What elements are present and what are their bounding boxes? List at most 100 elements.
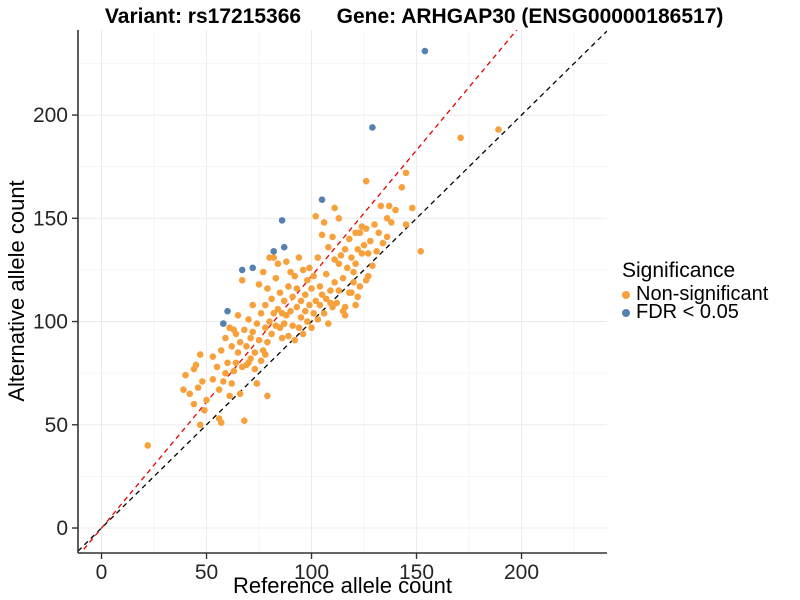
- fdr-point: [280, 243, 288, 251]
- non-significant-point: [192, 361, 200, 369]
- non-significant-point: [392, 206, 399, 214]
- non-significant-point: [266, 318, 273, 325]
- non-significant-point: [402, 221, 410, 228]
- non-significant-point: [270, 309, 278, 317]
- gene-title: Gene: ARHGAP30 (ENSG00000186517): [336, 5, 724, 28]
- non-significant-point: [217, 419, 225, 427]
- fdr-point: [220, 320, 227, 327]
- non-significant-point: [251, 349, 259, 356]
- non-significant-point: [201, 407, 208, 414]
- non-significant-point: [329, 303, 336, 311]
- non-significant-point: [383, 233, 391, 241]
- non-significant-point: [180, 386, 187, 393]
- non-significant-point: [295, 254, 303, 261]
- non-significant-point: [259, 268, 267, 276]
- non-significant-point: [327, 287, 334, 294]
- non-significant-point: [295, 324, 303, 332]
- y-tick-label: 0: [56, 517, 68, 540]
- non-significant-point: [182, 371, 189, 379]
- non-significant-point: [373, 248, 380, 255]
- legend-item-label: FDR < 0.05: [636, 301, 739, 323]
- non-significant-point: [264, 338, 271, 346]
- non-significant-point: [333, 299, 341, 307]
- non-significant-point: [308, 324, 315, 332]
- non-significant-point: [318, 231, 326, 239]
- non-significant-point: [352, 301, 359, 309]
- y-axis-title: Alternative allele count: [4, 180, 29, 402]
- non-significant-point: [190, 400, 198, 408]
- non-significant-point: [289, 322, 296, 329]
- non-significant-point: [339, 274, 347, 282]
- non-significant-point: [320, 309, 328, 317]
- legend: Significance Non-significant FDR < 0.05: [622, 259, 769, 323]
- non-significant-point: [255, 281, 263, 288]
- non-significant-point: [335, 215, 343, 222]
- non-significant-point: [312, 297, 320, 305]
- non-significant-point: [217, 347, 225, 354]
- non-significant-point: [409, 204, 416, 212]
- non-significant-point: [304, 276, 311, 284]
- non-significant-point: [341, 245, 349, 253]
- non-significant-point: [253, 380, 261, 387]
- non-significant-point: [310, 309, 317, 317]
- non-significant-point: [297, 297, 305, 305]
- non-significant-point: [249, 301, 257, 309]
- x-tick-label: 150: [399, 561, 434, 584]
- non-significant-point: [285, 283, 292, 290]
- non-significant-point: [247, 334, 254, 342]
- non-significant-point: [283, 258, 290, 265]
- non-significant-point: [209, 353, 217, 360]
- non-significant-point: [289, 293, 296, 301]
- non-significant-point: [331, 204, 338, 212]
- non-significant-point: [331, 256, 338, 263]
- non-significant-point: [320, 219, 328, 226]
- non-significant-point: [209, 376, 217, 383]
- non-significant-point: [356, 229, 364, 237]
- non-significant-point: [337, 252, 345, 259]
- non-significant-point: [268, 330, 275, 338]
- fit-dashed-line: [79, 30, 518, 553]
- non-significant-point: [243, 343, 250, 350]
- non-significant-point: [364, 272, 372, 280]
- non-significant-point: [343, 264, 351, 272]
- non-significant-point: [304, 318, 311, 325]
- non-significant-point: [268, 295, 275, 303]
- non-significant-point: [306, 264, 313, 272]
- non-significant-point: [245, 316, 252, 323]
- fdr-point: [270, 248, 278, 255]
- non-significant-point: [224, 359, 231, 367]
- fdr-point: [238, 266, 246, 274]
- y-tick-label: 150: [33, 207, 68, 230]
- non-significant-point: [385, 202, 393, 210]
- non-significant-point: [234, 312, 242, 319]
- non-significant-point: [274, 305, 282, 313]
- non-significant-point: [280, 297, 288, 305]
- non-significant-point: [226, 392, 233, 400]
- non-significant-point: [495, 126, 502, 133]
- non-significant-point: [350, 268, 357, 276]
- fdr-dot-icon: [622, 308, 630, 317]
- non-significant-point: [341, 312, 349, 319]
- non-significant-point: [301, 291, 309, 299]
- non-significant-point: [222, 369, 229, 377]
- non-significant-point: [276, 324, 284, 332]
- non-significant-point: [297, 314, 305, 321]
- non-significant-point: [329, 233, 336, 241]
- non-significant-point: [360, 241, 368, 249]
- fdr-point: [249, 264, 257, 272]
- non-significant-point: [238, 276, 246, 284]
- non-significant-point: [257, 309, 265, 317]
- non-significant-point: [194, 384, 202, 391]
- non-significant-point: [196, 421, 204, 429]
- non-significant-point: [144, 442, 152, 449]
- non-significant-point: [318, 291, 326, 299]
- non-significant-point: [299, 330, 307, 338]
- non-significant-point: [213, 363, 221, 371]
- non-significant-point: [253, 320, 261, 327]
- non-significant-point: [301, 307, 309, 315]
- non-significant-point: [371, 221, 378, 228]
- legend-item-label: Non-significant: [636, 283, 769, 305]
- legend-title: Significance: [622, 259, 736, 282]
- non-significant-point: [287, 307, 294, 315]
- non-significant-point: [402, 169, 410, 177]
